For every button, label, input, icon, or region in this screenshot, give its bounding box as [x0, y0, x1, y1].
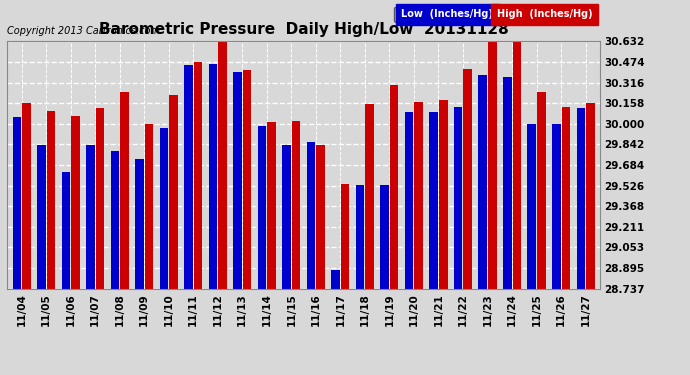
- Bar: [562, 107, 570, 289]
- Bar: [366, 104, 374, 289]
- Text: Copyright 2013 Cartronics.com: Copyright 2013 Cartronics.com: [7, 26, 160, 36]
- Bar: [405, 112, 413, 289]
- Bar: [120, 93, 129, 289]
- Bar: [169, 95, 178, 289]
- Bar: [527, 124, 536, 289]
- Bar: [37, 145, 46, 289]
- Bar: [218, 42, 227, 289]
- Bar: [307, 142, 315, 289]
- Bar: [208, 64, 217, 289]
- Bar: [488, 42, 497, 289]
- Bar: [258, 126, 266, 289]
- Bar: [159, 128, 168, 289]
- Bar: [503, 77, 511, 289]
- Bar: [61, 172, 70, 289]
- Title: Barometric Pressure  Daily High/Low  20131128: Barometric Pressure Daily High/Low 20131…: [99, 22, 509, 37]
- Bar: [96, 108, 104, 289]
- Bar: [233, 72, 242, 289]
- Bar: [47, 111, 55, 289]
- Bar: [282, 145, 291, 289]
- Bar: [415, 102, 423, 289]
- Bar: [454, 107, 462, 289]
- Bar: [86, 145, 95, 289]
- Bar: [110, 151, 119, 289]
- Bar: [429, 112, 438, 289]
- Bar: [243, 70, 251, 289]
- Bar: [380, 185, 389, 289]
- Bar: [586, 103, 595, 289]
- Legend: Low  (Inches/Hg), High  (Inches/Hg): Low (Inches/Hg), High (Inches/Hg): [394, 6, 595, 22]
- Bar: [135, 159, 144, 289]
- Bar: [22, 103, 30, 289]
- Bar: [464, 69, 472, 289]
- Bar: [513, 42, 521, 289]
- Bar: [292, 121, 300, 289]
- Bar: [478, 75, 487, 289]
- Bar: [12, 117, 21, 289]
- Bar: [331, 270, 340, 289]
- Bar: [537, 93, 546, 289]
- Bar: [552, 124, 560, 289]
- Bar: [316, 145, 325, 289]
- Bar: [439, 100, 448, 289]
- Bar: [194, 62, 202, 289]
- Bar: [356, 185, 364, 289]
- Bar: [577, 108, 585, 289]
- Bar: [267, 123, 276, 289]
- Bar: [341, 184, 349, 289]
- Bar: [71, 116, 80, 289]
- Bar: [145, 124, 153, 289]
- Bar: [390, 85, 399, 289]
- Bar: [184, 65, 193, 289]
